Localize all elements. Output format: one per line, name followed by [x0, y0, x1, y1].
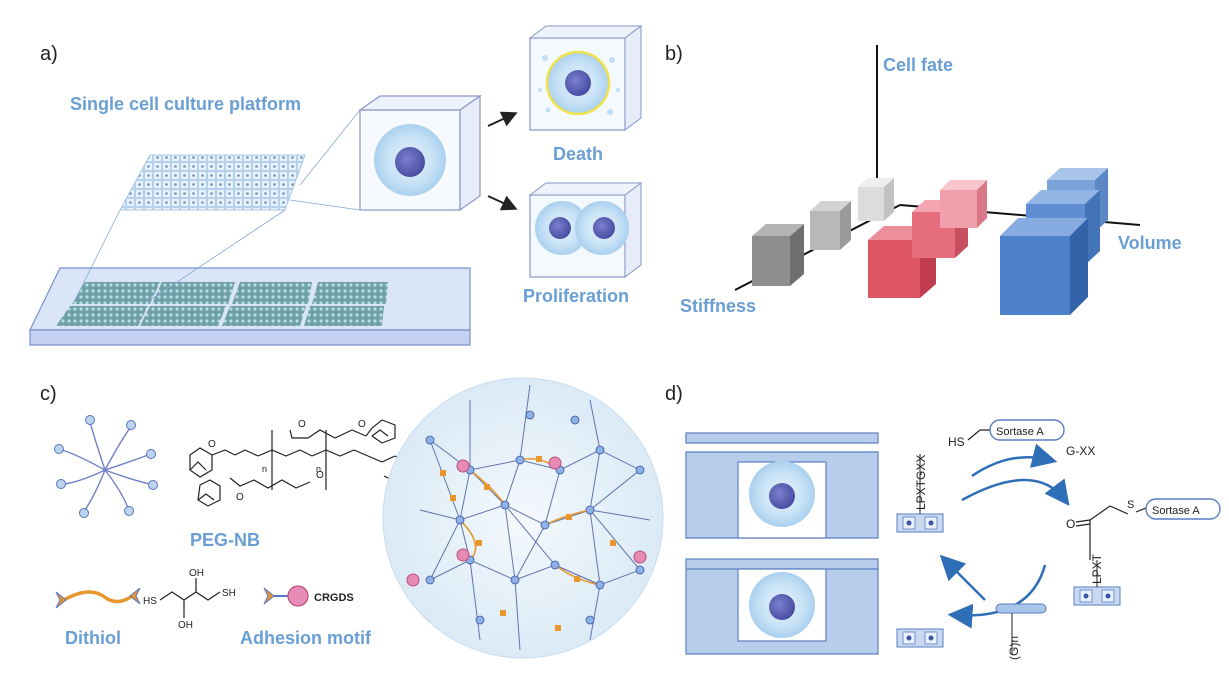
gxx-label: G-XX [1066, 444, 1095, 458]
peg-star-endgroups [54, 415, 158, 518]
oligoglycine-probe [995, 603, 1047, 655]
stiffness-label: Stiffness [680, 296, 756, 316]
o-label: O [1066, 517, 1075, 531]
lpxt-label: LPXT [1090, 553, 1104, 584]
adhesion-motif-label: Adhesion motif [240, 628, 372, 648]
hydrogel-network [382, 377, 664, 659]
grey-cube-mid [810, 201, 851, 250]
chem-o-2: O [298, 419, 306, 430]
grey-cube-large [752, 224, 804, 286]
dithiol-icon [55, 587, 141, 609]
panel-c: c) [40, 377, 664, 659]
panel-a: a) Single cell culture platform [29, 25, 643, 346]
peg-nb-label: PEG-NB [190, 530, 260, 550]
panel-d-label: d) [665, 383, 683, 405]
platform-title: Single cell culture platform [70, 94, 301, 114]
chem-o-1: O [208, 439, 216, 450]
chem-sh: SH [222, 588, 236, 599]
lpxtgxx-label: LPXTGXX [914, 455, 928, 510]
open-well-chip [685, 432, 879, 539]
proliferation-cube [528, 182, 643, 278]
sealed-well-chip [685, 558, 879, 655]
hs-label: HS [948, 435, 965, 449]
lpxtgxx-substrate [896, 454, 944, 533]
blue-cubes [1000, 168, 1108, 315]
volume-label: Volume [1118, 233, 1182, 253]
arrow-to-proliferation [487, 195, 518, 211]
peg-nb-structure [189, 419, 409, 507]
thioester-intermediate [1073, 498, 1221, 606]
dithiothreitol-structure [159, 578, 221, 618]
panel-a-label: a) [40, 43, 58, 65]
grey-cubes [752, 178, 894, 286]
single-cell-cube [358, 94, 482, 212]
cell-fate-label: Cell fate [883, 55, 953, 75]
red-cube-small [940, 180, 987, 228]
peg-star-icon [61, 421, 151, 511]
release-arrow [971, 443, 1058, 478]
sortase-a-label-1: Sortase A [996, 426, 1044, 438]
grey-cube-small [858, 178, 894, 221]
product-substrate [896, 628, 944, 648]
s-label: S [1127, 499, 1134, 511]
chem-oh-1: OH [178, 620, 193, 631]
sortase-a-label-2: Sortase A [1152, 505, 1200, 517]
panel-c-label: c) [40, 383, 57, 405]
chem-oh-2: OH [189, 568, 204, 579]
crgds-label: CRGDS [314, 592, 354, 604]
subscript-n-1: n [262, 464, 267, 474]
zoomed-well-grid [74, 109, 361, 301]
blue-cube-large [1000, 218, 1088, 315]
product-arrow [939, 554, 986, 601]
death-label: Death [553, 144, 603, 164]
sortase-thiol [967, 419, 1065, 441]
glass-slide [29, 267, 471, 346]
subscript-n-2: n [316, 464, 321, 474]
adhesion-motif-icon [263, 585, 309, 607]
arrow-to-death [487, 111, 518, 127]
acyl-enzyme-arrow [961, 478, 1070, 506]
chem-hs: HS [143, 596, 157, 607]
panel-b: b) Cell fate Stiffness Volume [665, 43, 1182, 316]
chem-o-4: O [316, 470, 324, 481]
red-cubes [868, 180, 987, 298]
chem-o-3: O [358, 419, 366, 430]
proliferation-label: Proliferation [523, 286, 629, 306]
dithiol-label: Dithiol [65, 628, 121, 648]
chem-o-5: O [236, 492, 244, 503]
death-cube [528, 25, 643, 131]
gn-label: (G)n [1007, 636, 1021, 660]
panel-d: d) LPXTGXX [665, 383, 1221, 660]
panel-b-label: b) [665, 43, 683, 65]
